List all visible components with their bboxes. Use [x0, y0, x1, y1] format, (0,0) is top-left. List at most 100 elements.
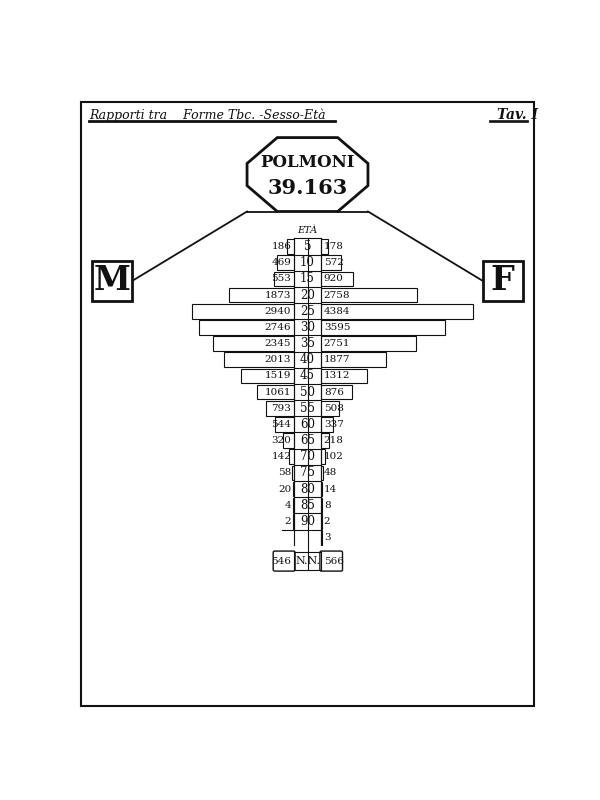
- Text: 142: 142: [271, 452, 291, 462]
- FancyBboxPatch shape: [292, 466, 293, 480]
- FancyBboxPatch shape: [322, 271, 353, 286]
- FancyBboxPatch shape: [277, 255, 293, 270]
- FancyBboxPatch shape: [241, 369, 293, 383]
- Text: 1061: 1061: [265, 387, 291, 397]
- FancyBboxPatch shape: [322, 336, 416, 351]
- Polygon shape: [247, 138, 368, 211]
- Text: 20: 20: [278, 485, 291, 494]
- Text: 3595: 3595: [324, 323, 350, 332]
- Text: 10: 10: [300, 256, 315, 270]
- FancyBboxPatch shape: [199, 320, 293, 334]
- FancyBboxPatch shape: [322, 304, 473, 318]
- FancyBboxPatch shape: [322, 369, 367, 383]
- FancyBboxPatch shape: [224, 353, 293, 367]
- FancyBboxPatch shape: [213, 336, 293, 351]
- FancyBboxPatch shape: [257, 385, 293, 399]
- FancyBboxPatch shape: [322, 450, 325, 464]
- Text: 2345: 2345: [265, 339, 291, 348]
- Text: M: M: [94, 264, 131, 298]
- Text: 90: 90: [300, 515, 315, 528]
- Text: 45: 45: [300, 370, 315, 382]
- FancyBboxPatch shape: [266, 401, 293, 415]
- FancyBboxPatch shape: [322, 417, 333, 432]
- Text: 48: 48: [324, 469, 337, 478]
- Text: 508: 508: [324, 404, 344, 413]
- FancyBboxPatch shape: [482, 261, 523, 301]
- FancyBboxPatch shape: [283, 434, 293, 448]
- Text: Rapporti tra    Forme Tbc. -Sesso-Età: Rapporti tra Forme Tbc. -Sesso-Età: [89, 109, 326, 122]
- FancyBboxPatch shape: [322, 255, 341, 270]
- FancyBboxPatch shape: [229, 288, 293, 302]
- Text: 544: 544: [271, 420, 291, 429]
- Text: N.N.: N.N.: [295, 556, 320, 566]
- Text: 566: 566: [324, 557, 344, 566]
- FancyBboxPatch shape: [274, 271, 293, 286]
- Text: 2: 2: [284, 517, 291, 526]
- Text: 178: 178: [324, 242, 344, 251]
- FancyBboxPatch shape: [273, 551, 295, 571]
- Text: 2746: 2746: [265, 323, 291, 332]
- Text: 2: 2: [324, 517, 331, 526]
- Text: 876: 876: [324, 387, 344, 397]
- Text: 1312: 1312: [324, 371, 350, 380]
- FancyBboxPatch shape: [322, 385, 352, 399]
- FancyBboxPatch shape: [320, 551, 343, 571]
- Text: F: F: [491, 264, 515, 298]
- Text: 85: 85: [300, 498, 315, 512]
- FancyBboxPatch shape: [287, 239, 293, 254]
- Text: 186: 186: [271, 242, 291, 251]
- Text: POLMONI: POLMONI: [260, 154, 355, 170]
- FancyBboxPatch shape: [322, 466, 323, 480]
- Text: 40: 40: [300, 354, 315, 366]
- Text: 35: 35: [300, 337, 315, 350]
- Text: 80: 80: [300, 482, 315, 495]
- Text: 75: 75: [300, 466, 315, 479]
- Text: 15: 15: [300, 272, 315, 286]
- Text: 1519: 1519: [265, 371, 291, 380]
- FancyBboxPatch shape: [322, 401, 339, 415]
- Text: 546: 546: [271, 557, 291, 566]
- Text: 3: 3: [324, 533, 331, 542]
- Text: 20: 20: [300, 289, 315, 302]
- Text: 320: 320: [271, 436, 291, 445]
- Text: 60: 60: [300, 418, 315, 431]
- Text: Tav. I: Tav. I: [497, 108, 538, 122]
- FancyBboxPatch shape: [322, 288, 416, 302]
- FancyBboxPatch shape: [192, 304, 293, 318]
- Text: 572: 572: [324, 258, 344, 267]
- Text: 25: 25: [300, 305, 315, 318]
- FancyBboxPatch shape: [289, 450, 293, 464]
- Text: 218: 218: [324, 436, 344, 445]
- Text: 793: 793: [271, 404, 291, 413]
- Text: ETÀ: ETÀ: [298, 226, 317, 235]
- Text: 55: 55: [300, 402, 315, 414]
- FancyBboxPatch shape: [322, 239, 328, 254]
- Text: 2751: 2751: [324, 339, 350, 348]
- Text: 8: 8: [324, 501, 331, 510]
- Text: 469: 469: [271, 258, 291, 267]
- Text: 30: 30: [300, 321, 315, 334]
- Text: 2013: 2013: [265, 355, 291, 364]
- Text: 65: 65: [300, 434, 315, 447]
- Text: 4: 4: [284, 501, 291, 510]
- FancyBboxPatch shape: [92, 261, 133, 301]
- Text: 4384: 4384: [324, 306, 350, 316]
- Text: 337: 337: [324, 420, 344, 429]
- Text: 102: 102: [324, 452, 344, 462]
- FancyBboxPatch shape: [322, 353, 386, 367]
- Text: 58: 58: [278, 469, 291, 478]
- Text: 70: 70: [300, 450, 315, 463]
- Text: 14: 14: [324, 485, 337, 494]
- Text: 553: 553: [271, 274, 291, 283]
- FancyBboxPatch shape: [322, 434, 329, 448]
- Text: 39.163: 39.163: [268, 178, 347, 198]
- FancyBboxPatch shape: [275, 417, 293, 432]
- Text: 50: 50: [300, 386, 315, 398]
- Text: 2940: 2940: [265, 306, 291, 316]
- Text: 920: 920: [324, 274, 344, 283]
- FancyBboxPatch shape: [322, 320, 445, 334]
- Text: 2758: 2758: [324, 290, 350, 299]
- Text: 1873: 1873: [265, 290, 291, 299]
- Text: 1877: 1877: [324, 355, 350, 364]
- Text: 5: 5: [304, 240, 311, 253]
